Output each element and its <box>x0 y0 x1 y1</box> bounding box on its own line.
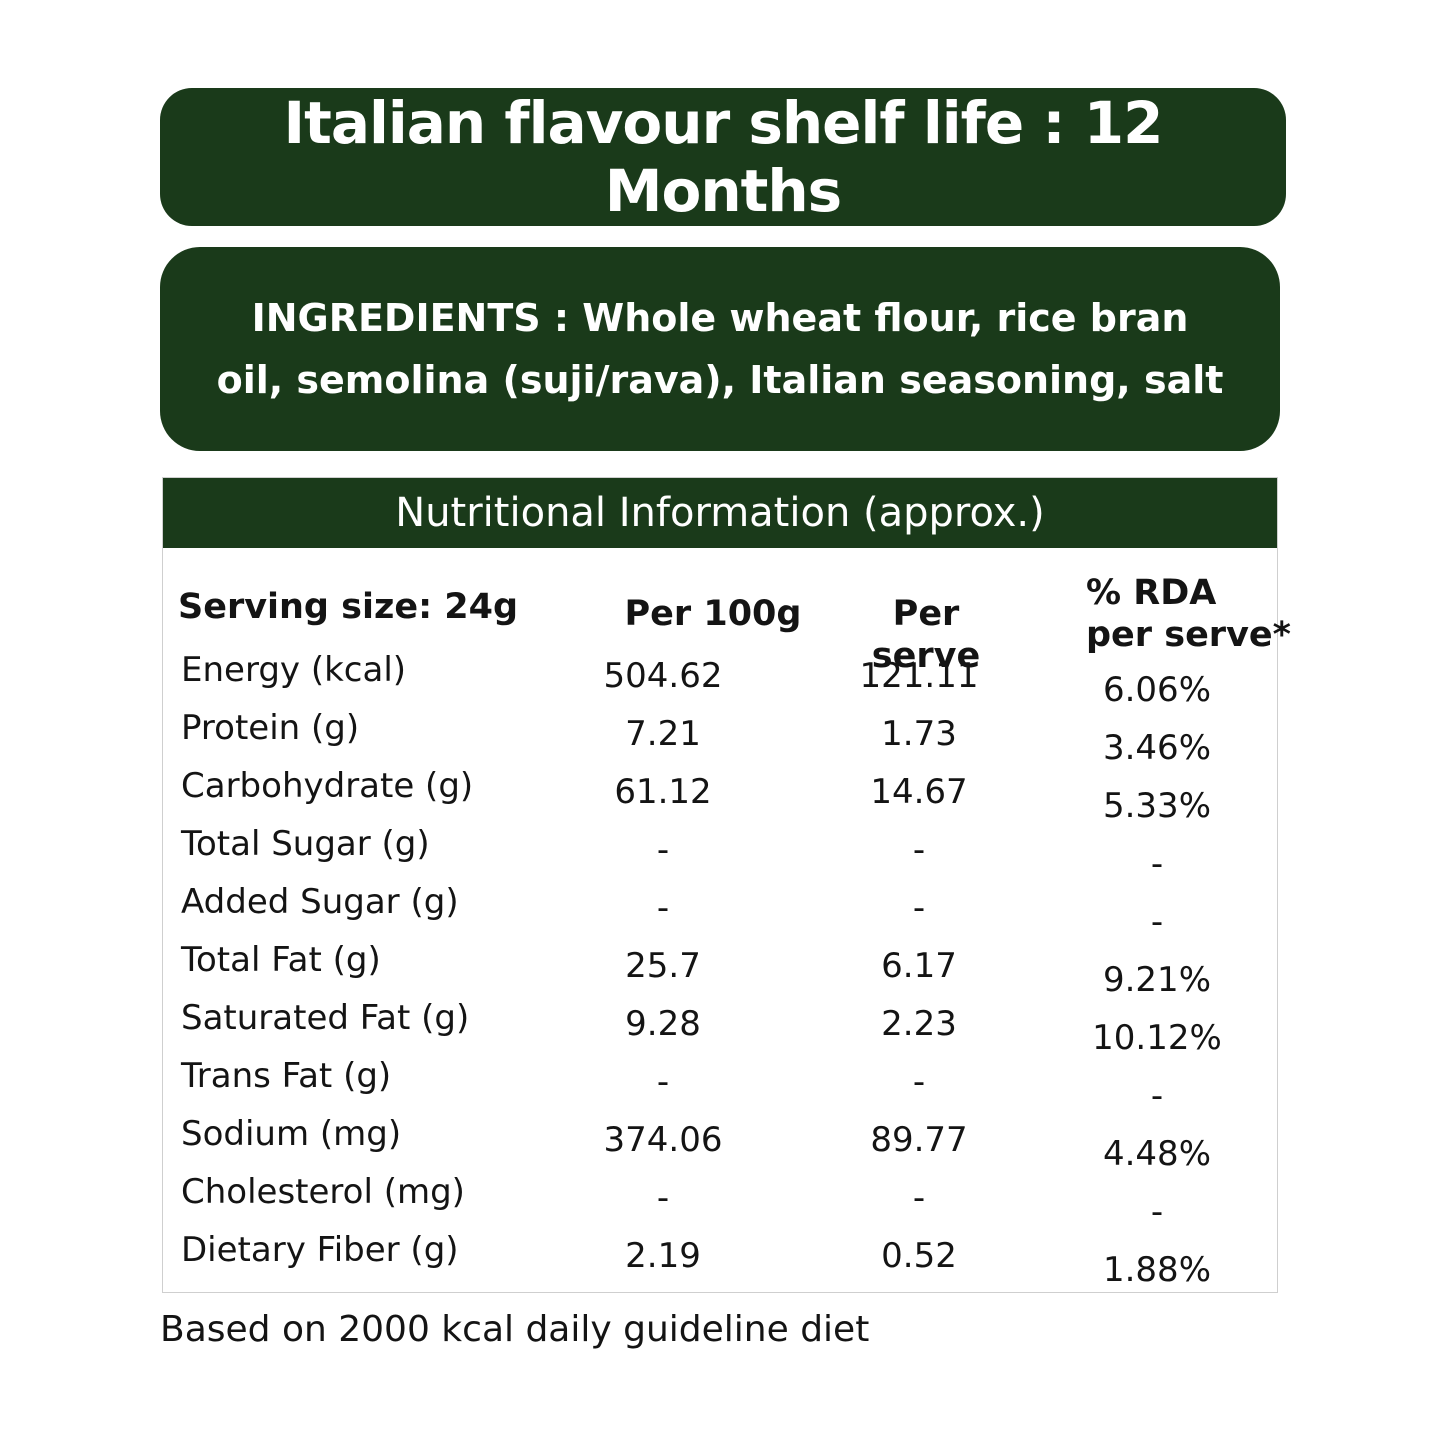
rda-footnote: Based on 2000 kcal daily guideline diet <box>160 1309 870 1350</box>
per-serve-value: 1.73 <box>881 714 957 754</box>
rda-value: - <box>1150 902 1164 942</box>
rda-value: 10.12% <box>1092 1018 1222 1058</box>
per-100g-value: 374.06 <box>603 1120 723 1160</box>
rda-heading: % RDA per serve* <box>1086 572 1291 656</box>
table-row: Added Sugar (g) - - - <box>163 882 1277 942</box>
per-serve-value: - <box>912 888 926 928</box>
per-100g-value: - <box>656 1062 670 1102</box>
nutrient-label: Dietary Fiber (g) <box>181 1230 459 1270</box>
per-100g-heading: Per 100g <box>624 594 802 634</box>
per-100g-value: 504.62 <box>603 656 723 696</box>
per-serve-value: 89.77 <box>870 1120 968 1160</box>
rda-heading-line-1: % RDA <box>1086 573 1217 613</box>
per-serve-value: - <box>912 1178 926 1218</box>
per-serve-value: - <box>912 1062 926 1102</box>
rda-value: 9.21% <box>1102 960 1211 1000</box>
rda-value: 5.33% <box>1102 786 1211 826</box>
per-100g-value: - <box>656 1178 670 1218</box>
per-serve-value: 0.52 <box>881 1236 957 1276</box>
per-serve-value: 6.17 <box>881 946 957 986</box>
per-serve-value: 14.67 <box>870 772 968 812</box>
nutrient-label: Added Sugar (g) <box>181 882 459 922</box>
per-100g-value: 61.12 <box>614 772 712 812</box>
table-row: Sodium (mg) 374.06 89.77 4.48% <box>163 1114 1277 1174</box>
shelf-life-banner: Italian flavour shelf life : 12 Months <box>160 88 1286 226</box>
per-100g-value: 2.19 <box>625 1236 701 1276</box>
nutrient-label: Trans Fat (g) <box>181 1056 392 1096</box>
rda-value: 1.88% <box>1102 1250 1211 1290</box>
rda-value: - <box>1150 1192 1164 1232</box>
nutrient-label: Total Sugar (g) <box>181 824 430 864</box>
nutrition-table: Nutritional Information (approx.) Servin… <box>162 477 1291 1293</box>
per-serve-heading: Per serve <box>871 594 981 676</box>
per-100g-value: 7.21 <box>625 714 701 754</box>
ingredients-line-2: oil, semolina (suji/rava), Italian seaso… <box>216 358 1224 402</box>
table-row: Carbohydrate (g) 61.12 14.67 5.33% <box>163 766 1277 826</box>
shelf-life-text: Italian flavour shelf life : 12 Months <box>283 89 1164 225</box>
rda-heading-line-2: per serve* <box>1086 615 1291 655</box>
table-row: Energy (kcal) 504.62 121.11 6.06% <box>163 650 1277 710</box>
serving-size-heading: Serving size: 24g <box>178 587 519 627</box>
nutrition-table-title: Nutritional Information (approx.) <box>395 490 1045 536</box>
nutrient-label: Saturated Fat (g) <box>181 998 470 1038</box>
nutrient-label: Protein (g) <box>181 708 360 748</box>
per-100g-value: 9.28 <box>625 1004 701 1044</box>
per-serve-value: 121.11 <box>859 656 979 696</box>
table-row: Total Sugar (g) - - - <box>163 824 1277 884</box>
table-row: Protein (g) 7.21 1.73 3.46% <box>163 708 1277 768</box>
table-row: Total Fat (g) 25.7 6.17 9.21% <box>163 940 1277 1000</box>
nutrient-label: Total Fat (g) <box>181 940 381 980</box>
per-100g-value: - <box>656 888 670 928</box>
nutrient-label: Cholesterol (mg) <box>181 1172 465 1212</box>
ingredients-line-1: INGREDIENTS : Whole wheat flour, rice br… <box>251 296 1189 340</box>
table-row: Cholesterol (mg) - - - <box>163 1172 1277 1232</box>
rda-value: 6.06% <box>1102 670 1211 710</box>
table-row: Dietary Fiber (g) 2.19 0.52 1.88% <box>163 1230 1277 1290</box>
nutrient-label: Sodium (mg) <box>181 1114 402 1154</box>
per-100g-value: - <box>656 830 670 870</box>
ingredients-text: INGREDIENTS : Whole wheat flour, rice br… <box>217 287 1224 411</box>
nutrition-table-header: Nutritional Information (approx.) <box>163 478 1277 548</box>
nutrient-label: Energy (kcal) <box>181 650 407 690</box>
per-100g-value: 25.7 <box>625 946 701 986</box>
rda-value: 4.48% <box>1102 1134 1211 1174</box>
per-serve-value: - <box>912 830 926 870</box>
rda-value: 3.46% <box>1102 728 1211 768</box>
ingredients-banner: INGREDIENTS : Whole wheat flour, rice br… <box>160 247 1280 451</box>
rda-value: - <box>1150 1076 1164 1116</box>
rda-value: - <box>1150 844 1164 884</box>
nutrient-label: Carbohydrate (g) <box>181 766 474 806</box>
per-serve-value: 2.23 <box>881 1004 957 1044</box>
table-row: Saturated Fat (g) 9.28 2.23 10.12% <box>163 998 1277 1058</box>
table-row: Trans Fat (g) - - - <box>163 1056 1277 1116</box>
